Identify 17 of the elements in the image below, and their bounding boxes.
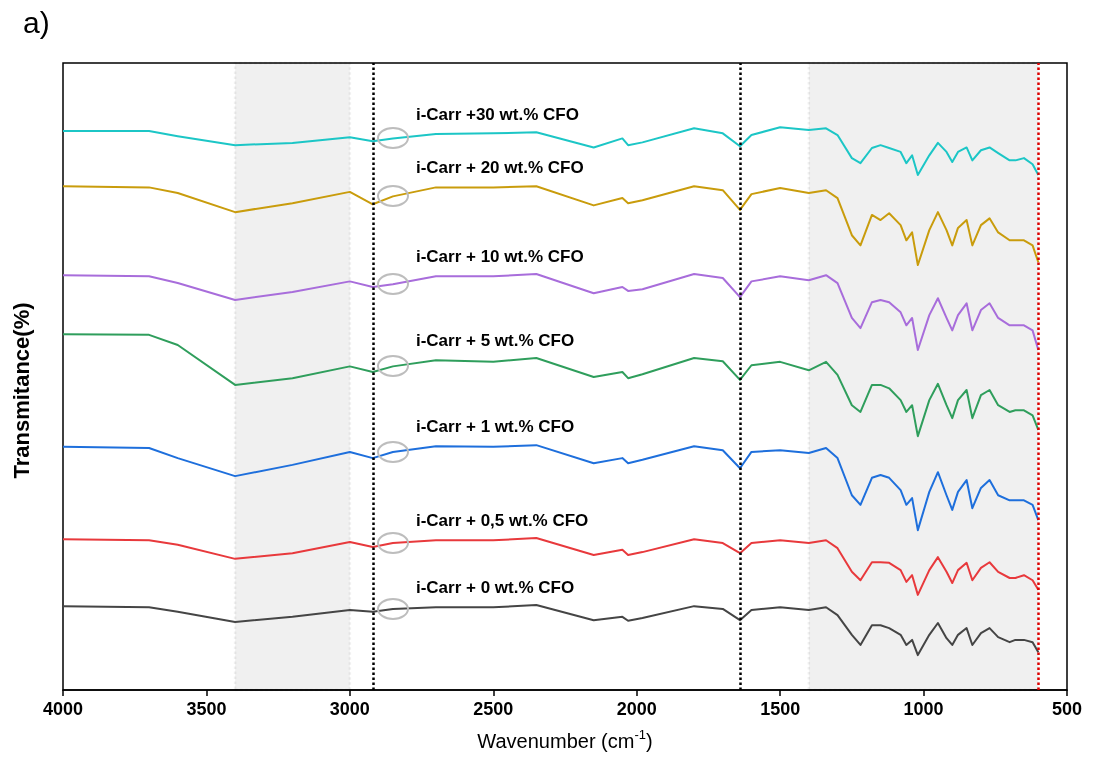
x-tick-label: 4000 — [42, 699, 84, 719]
x-tick-label: 1000 — [903, 699, 944, 719]
y-axis-title: Transmitance(%) — [8, 302, 34, 479]
series-label: i-Carr + 0 wt.% CFO — [415, 578, 575, 598]
series-label: i-Carr +30 wt.% CFO — [415, 104, 579, 124]
series-label: i-Carr + 0,5 wt.% CFO — [415, 511, 589, 531]
x-tick-label: 3000 — [329, 699, 370, 719]
series-label: i-Carr + 20 wt.% CFO — [415, 158, 584, 178]
series-label: i-Carr + 1 wt.% CFO — [415, 417, 575, 437]
x-tick-label: 1500 — [760, 699, 801, 719]
x-tick-label: 2500 — [473, 699, 514, 719]
chart-title: a) — [23, 5, 50, 39]
series-label: i-Carr + 10 wt.% CFO — [415, 247, 584, 267]
series-label: i-Carr + 5 wt.% CFO — [415, 331, 575, 351]
x-tick-label: 3500 — [186, 699, 227, 719]
x-tick-label: 2000 — [616, 699, 657, 719]
x-tick-label: 500 — [1051, 699, 1083, 719]
